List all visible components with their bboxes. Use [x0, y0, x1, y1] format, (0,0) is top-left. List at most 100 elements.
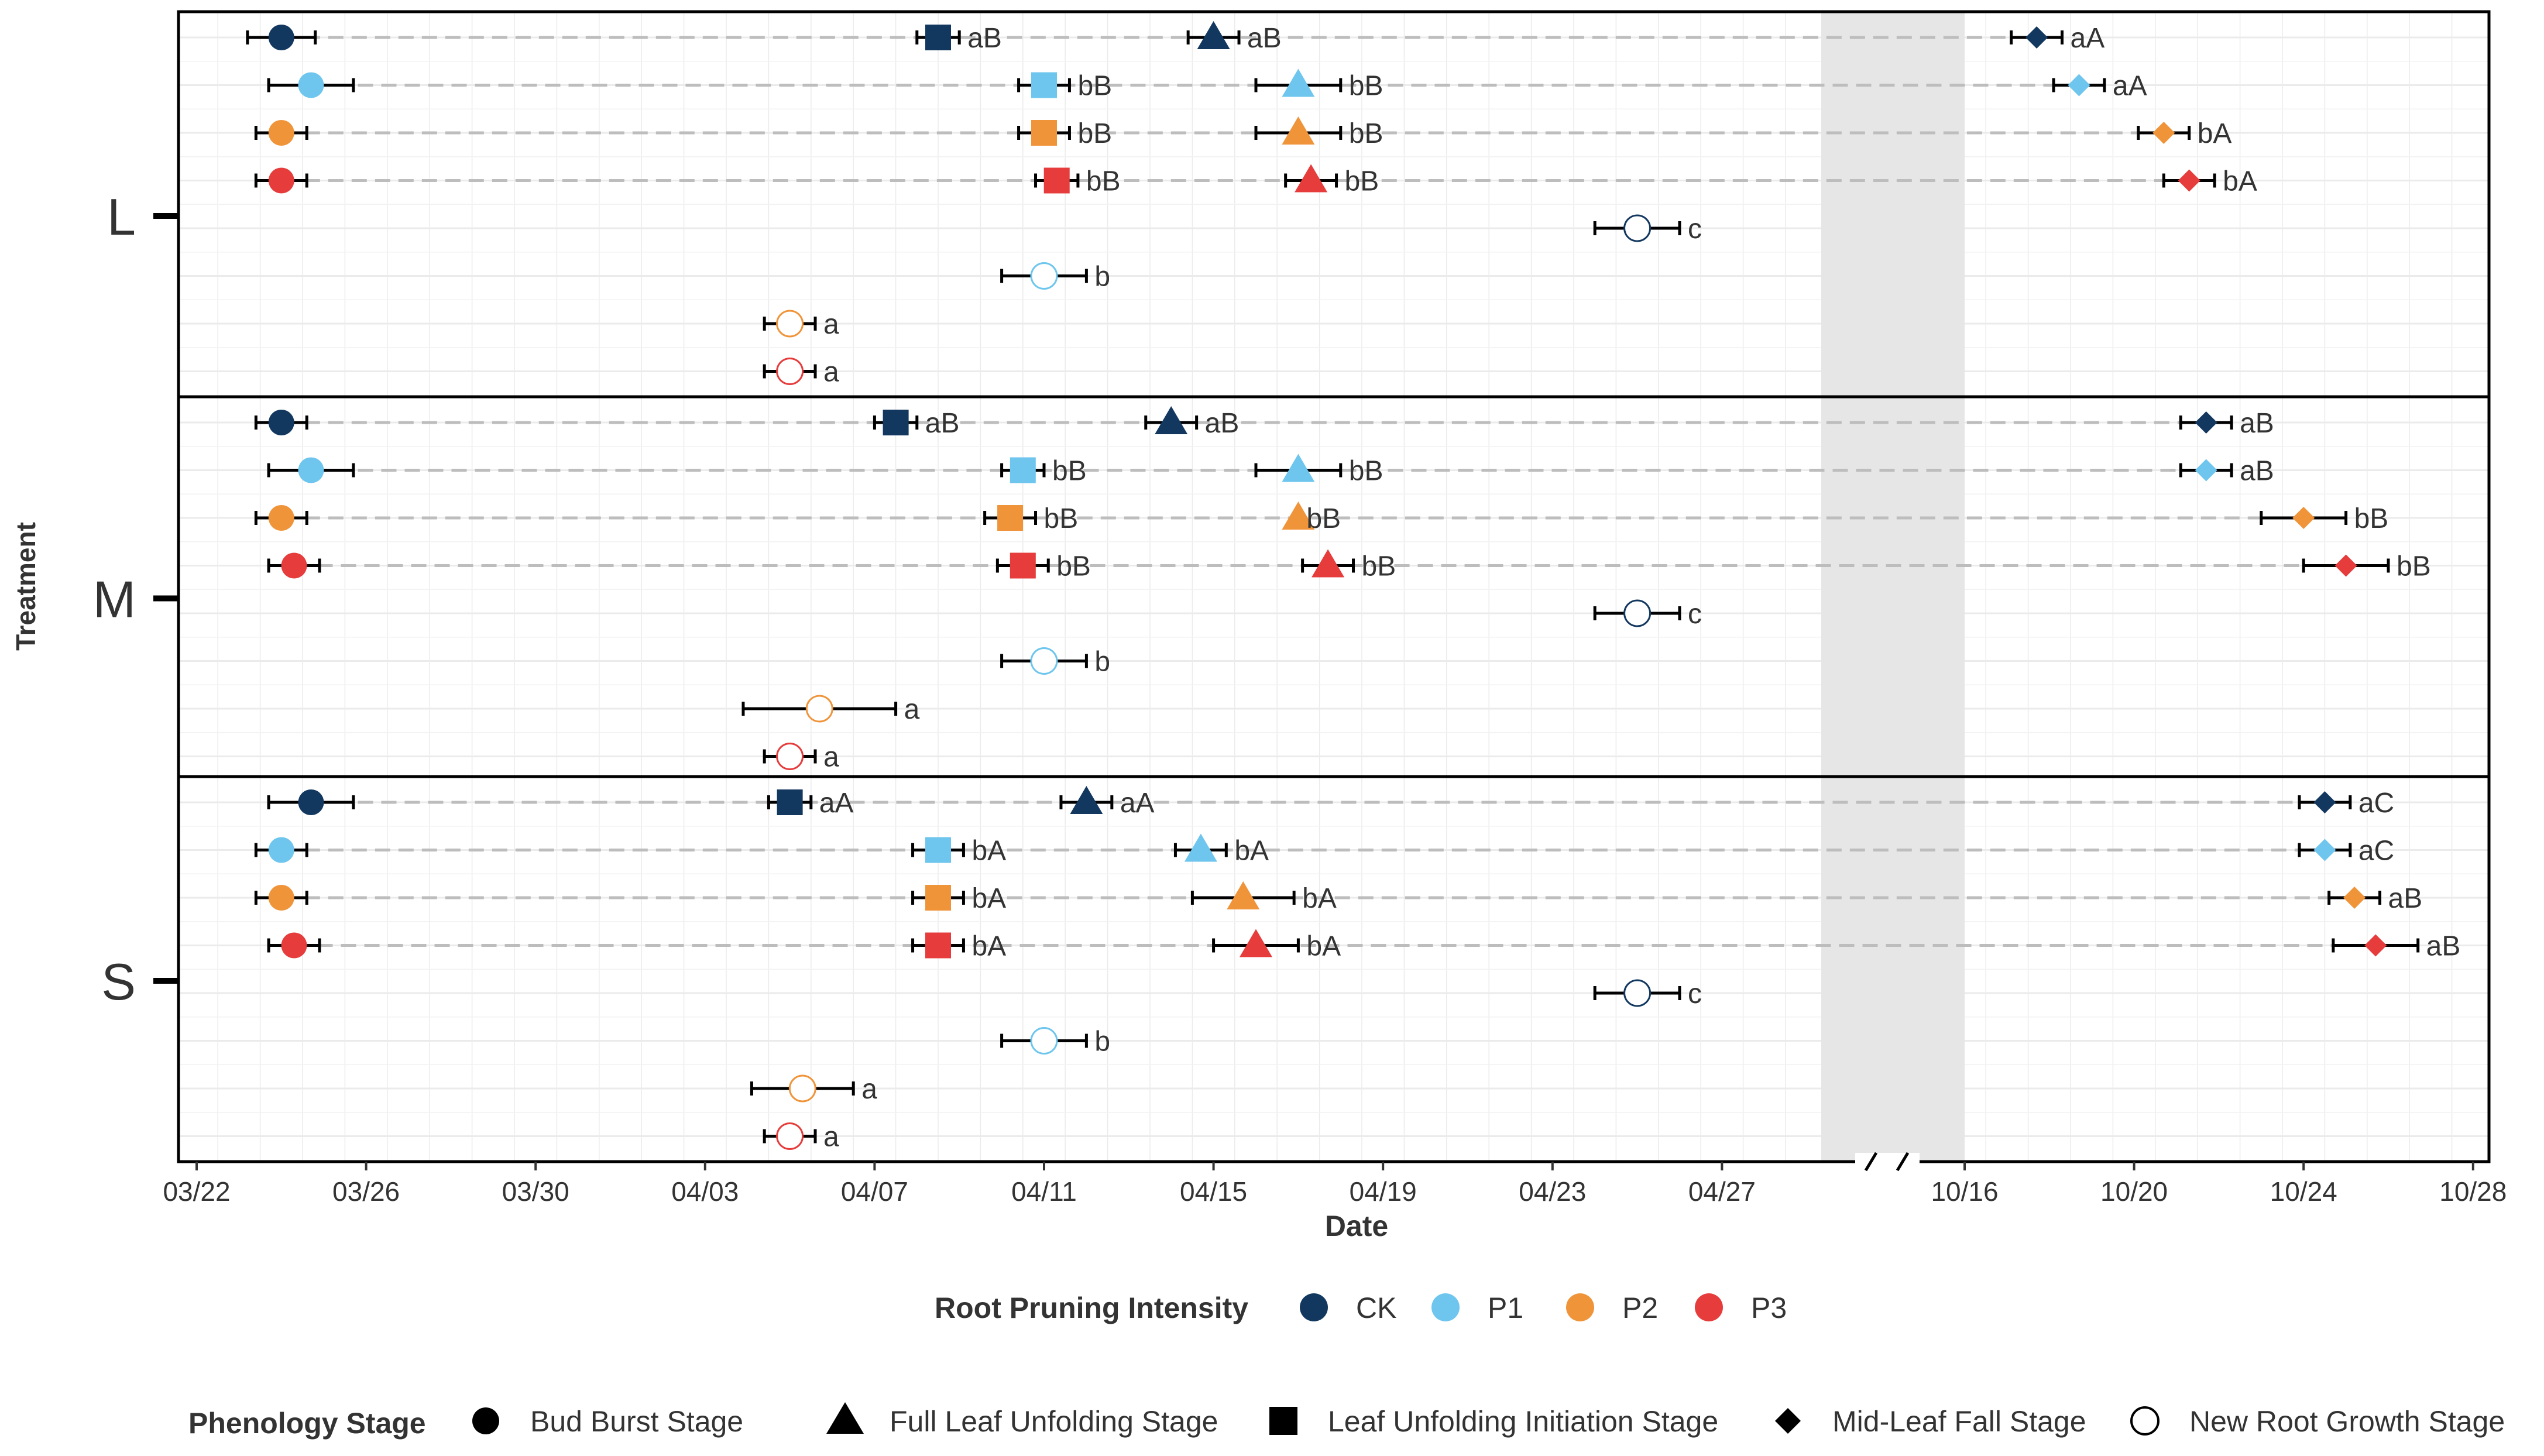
x-axis: 03/22 03/26 03/30 04/03 04/07 04/11 04/15 04/19…	[163, 1162, 2507, 1207]
mid-leaf-fall-marker-p2	[2343, 887, 2366, 909]
grid	[178, 12, 2489, 1162]
full-leaf-unfolding-marker-p3	[1240, 929, 1272, 957]
x-tick-label: 10/16	[1931, 1176, 1998, 1207]
x-tick-label: 04/07	[841, 1176, 908, 1207]
legend-key-p3	[1695, 1293, 1723, 1321]
legend-phenology-stage: Phenology Stage Bud Burst Stage Full Leaf…	[188, 1402, 2505, 1440]
significance-label: bA	[1302, 883, 1337, 914]
significance-label: aB	[925, 408, 960, 439]
significance-label: aB	[2426, 931, 2461, 962]
x-tick-label: 10/28	[2439, 1176, 2507, 1207]
panel-label-M: M	[93, 571, 136, 629]
full-leaf-unfolding-marker-p3	[1295, 164, 1328, 193]
significance-label: aB	[2240, 456, 2274, 487]
full-leaf-unfolding-marker-p2	[1227, 881, 1260, 909]
significance-label: bB	[1349, 71, 1383, 102]
significance-label: bA	[1306, 931, 1341, 962]
leaf-unfolding-initiation-marker-p1	[1031, 72, 1057, 98]
significance-label: a	[823, 742, 839, 773]
x-axis-title: Date	[1325, 1210, 1388, 1242]
x-tick-label: 04/11	[1011, 1176, 1077, 1207]
bud-burst-marker-ck	[268, 410, 294, 435]
mid-leaf-fall-marker-p1	[2068, 74, 2090, 97]
legend-key-diamond	[1775, 1408, 1801, 1434]
significance-label: bA	[1234, 836, 1269, 867]
significance-label: aA	[2071, 23, 2105, 54]
significance-label: bB	[1349, 118, 1383, 149]
legend-label: Full Leaf Unfolding Stage	[890, 1405, 1218, 1438]
full-leaf-unfolding-marker-p1	[1184, 833, 1217, 862]
full-leaf-unfolding-marker-p2	[1282, 502, 1315, 530]
significance-label: bB	[2354, 503, 2389, 534]
new-root-growth-marker-p1	[1030, 1027, 1058, 1055]
legend-label: Leaf Unfolding Initiation Stage	[1328, 1405, 1718, 1438]
axis-break-gap	[1855, 1153, 1920, 1170]
legend-label: P2	[1622, 1292, 1658, 1324]
panel-M: aB aB aB bB bB aB bB bB bB bB bB bB c b a a	[254, 406, 2431, 773]
new-root-growth-marker-p3	[776, 358, 804, 385]
leaf-unfolding-initiation-marker-ck	[925, 25, 951, 50]
significance-label: bB	[1044, 503, 1079, 534]
bud-burst-marker-p2	[268, 505, 294, 531]
legend-key-p1	[1431, 1293, 1460, 1321]
mid-leaf-fall-marker-ck	[2195, 411, 2217, 434]
bud-burst-marker-p3	[281, 552, 307, 579]
significance-label: bA	[2198, 118, 2232, 149]
significance-label: c	[1688, 214, 1702, 245]
axis-break-band	[1821, 777, 1965, 1162]
significance-label: c	[1688, 599, 1702, 630]
legend-root-pruning-intensity: Root Pruning Intensity CK P1 P2 P3	[935, 1292, 1787, 1324]
significance-label: aC	[2358, 836, 2394, 867]
significance-label: bB	[1056, 551, 1091, 582]
significance-label: bB	[1077, 71, 1112, 102]
legend-label: P1	[1488, 1292, 1523, 1324]
new-root-growth-marker-p1	[1030, 647, 1058, 675]
full-leaf-unfolding-marker-ck	[1197, 21, 1230, 49]
panel-S: aA aA aC bA bA aC bA bA aB bA bA aB c b aa	[254, 786, 2461, 1153]
new-root-growth-marker-p2	[788, 1074, 816, 1103]
full-leaf-unfolding-marker-ck	[1070, 786, 1103, 814]
significance-label: bA	[2223, 166, 2257, 197]
mid-leaf-fall-marker-p2	[2292, 507, 2315, 529]
full-leaf-unfolding-marker-p3	[1312, 549, 1345, 578]
significance-label: bB	[2397, 551, 2431, 582]
leaf-unfolding-initiation-marker-ck	[777, 789, 803, 815]
bud-burst-marker-ck	[298, 789, 324, 815]
leaf-unfolding-initiation-marker-p3	[1043, 167, 1070, 194]
leaf-unfolding-initiation-marker-p2	[997, 505, 1024, 531]
x-tick-label: 04/23	[1519, 1176, 1586, 1207]
significance-label: aB	[2240, 408, 2274, 439]
y-axis: L M S	[93, 188, 177, 1011]
new-root-growth-marker-ck	[1623, 599, 1652, 627]
y-axis-title: Treatment	[11, 522, 41, 651]
significance-label: bB	[1086, 166, 1121, 197]
x-tick-label: 04/03	[671, 1176, 739, 1207]
significance-label: bA	[971, 836, 1006, 867]
significance-label: aA	[2113, 71, 2147, 102]
bud-burst-marker-p1	[268, 837, 294, 863]
legend-label: Bud Burst Stage	[530, 1405, 743, 1438]
legend-stage-title: Phenology Stage	[188, 1407, 426, 1440]
full-leaf-unfolding-marker-p1	[1282, 454, 1315, 482]
new-root-growth-marker-p3	[776, 1122, 804, 1150]
significance-label: bA	[971, 931, 1006, 962]
bud-burst-marker-p2	[268, 885, 294, 911]
mid-leaf-fall-marker-ck	[2313, 791, 2336, 813]
leaf-unfolding-initiation-marker-ck	[883, 410, 909, 435]
legend-key-triangle	[826, 1402, 864, 1434]
mid-leaf-fall-marker-p3	[2334, 554, 2357, 577]
mid-leaf-fall-marker-p2	[2152, 122, 2175, 144]
axis-break-mark	[1864, 1152, 1878, 1172]
significance-label: bB	[1306, 503, 1341, 534]
axis-break-band	[1821, 397, 1965, 777]
significance-label: bA	[971, 883, 1006, 914]
x-tick-label: 04/15	[1180, 1176, 1247, 1207]
significance-label: aB	[1247, 23, 1282, 54]
significance-label: a	[904, 694, 920, 725]
x-tick-label: 03/30	[502, 1176, 569, 1207]
new-root-growth-marker-p1	[1030, 262, 1058, 290]
significance-label: aB	[967, 23, 1002, 54]
leaf-unfolding-initiation-marker-p1	[1010, 457, 1036, 483]
